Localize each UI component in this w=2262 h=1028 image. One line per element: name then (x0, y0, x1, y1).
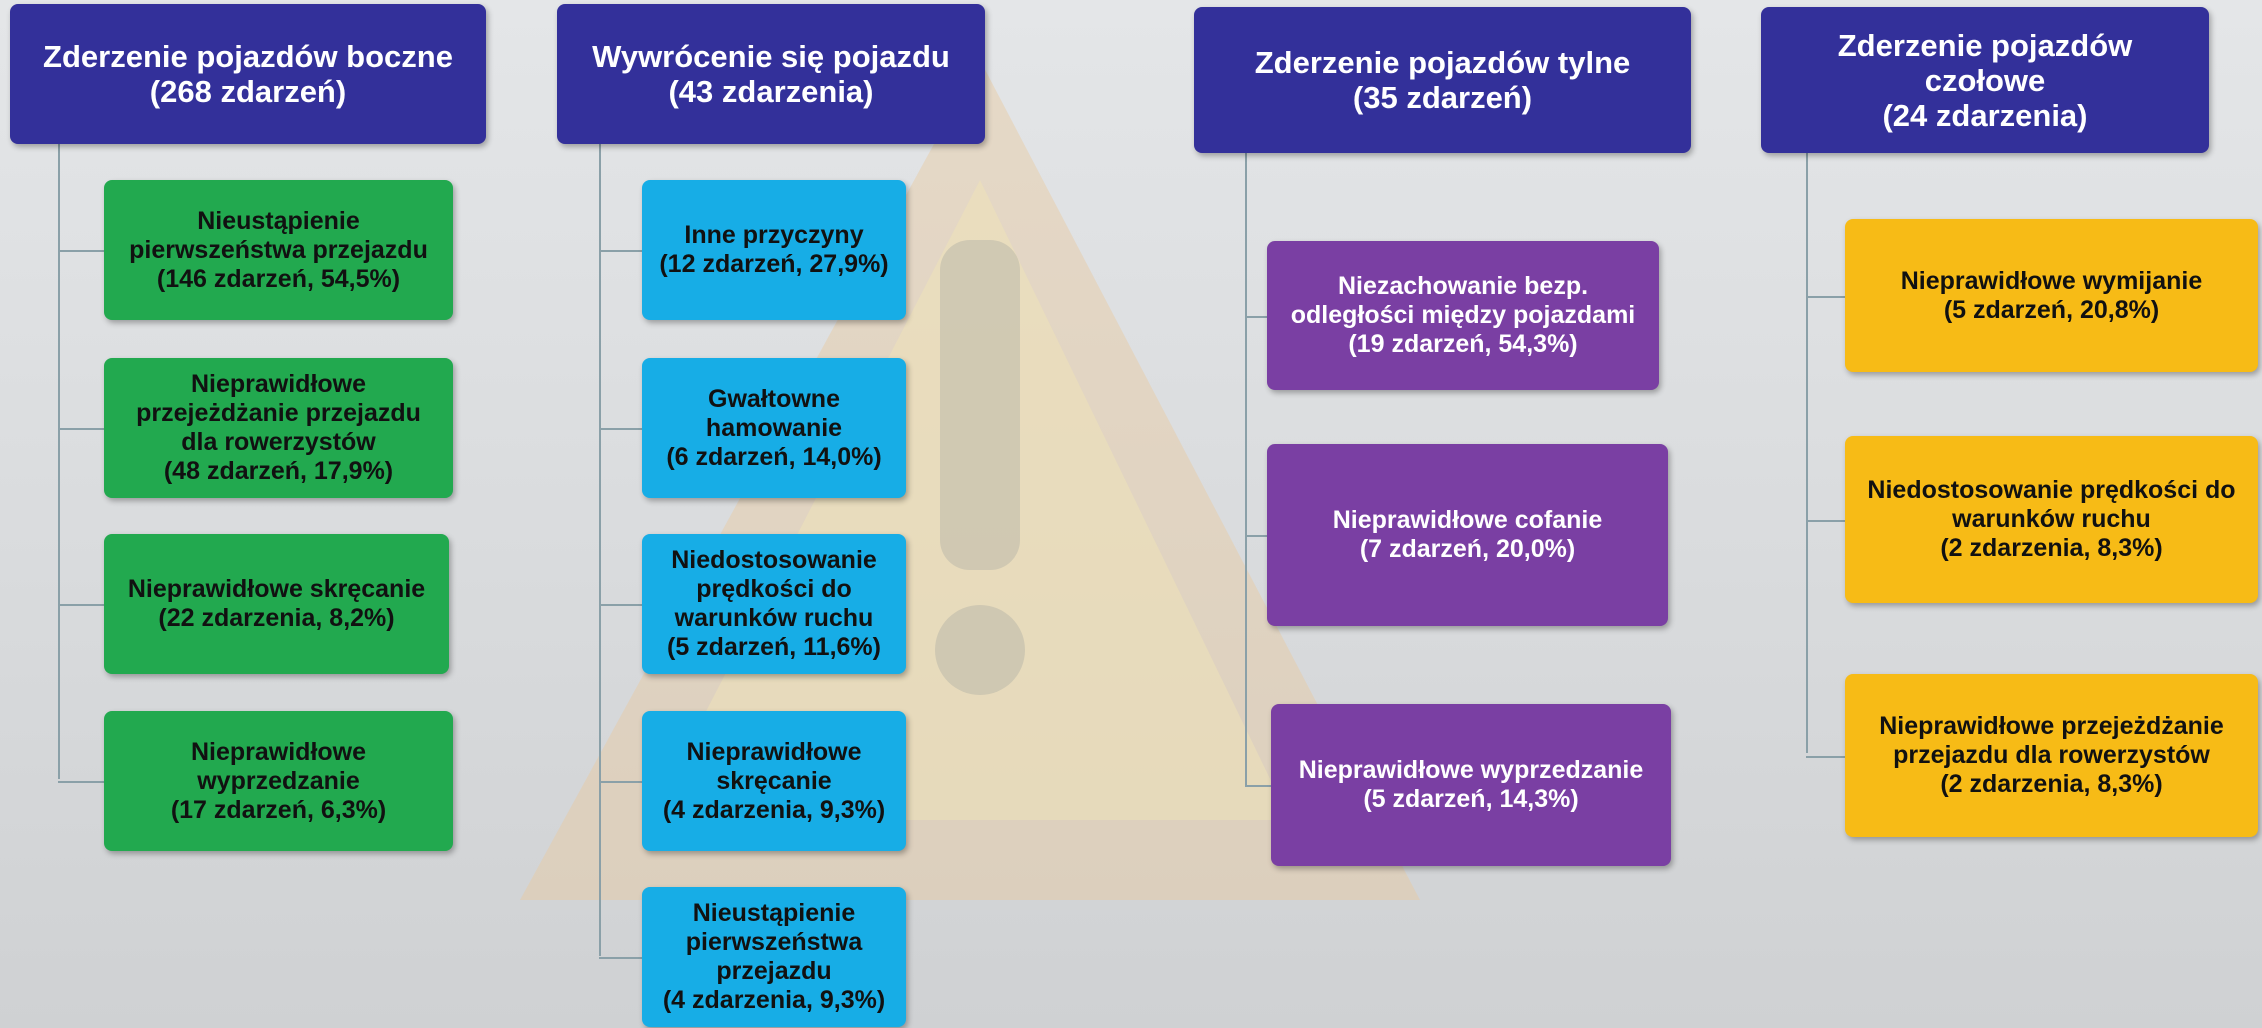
cause-box: Niezachowanie bezp.odległości między poj… (1267, 241, 1659, 390)
diagram: Zderzenie pojazdów boczne(268 zdarzeń) Ni… (0, 0, 2262, 1028)
cause-box: Nieprawidłowe cofanie(7 zdarzeń, 20,0%) (1267, 444, 1668, 626)
text-line: przejeżdżanie przejazdu (136, 399, 421, 428)
text-line: Wywrócenie się pojazdu (592, 39, 950, 74)
text-line: (268 zdarzeń) (150, 74, 346, 109)
text-line: Nieprawidłowe wymijanie (1901, 267, 2202, 296)
text-line: (5 zdarzeń, 11,6%) (667, 633, 881, 662)
text-line: (22 zdarzenia, 8,2%) (158, 604, 394, 633)
text-line: (4 zdarzenia, 9,3%) (663, 986, 885, 1015)
connector-horizontal (1245, 535, 1267, 537)
text-line: (6 zdarzeń, 14,0%) (666, 443, 881, 472)
text-line: hamowanie (706, 414, 842, 443)
text-line: Gwałtowne (708, 385, 840, 414)
category-header: Wywrócenie się pojazdu(43 zdarzenia) (557, 4, 985, 144)
connector-horizontal (1806, 520, 1845, 522)
text-line: wyprzedzanie (197, 767, 360, 796)
text-line: przejazdu (716, 957, 831, 986)
text-line: Nieprawidłowe przejeżdżanie (1879, 712, 2224, 741)
text-line: (17 zdarzeń, 6,3%) (171, 796, 386, 825)
text-line: warunków ruchu (1952, 505, 2151, 534)
text-line: Nieprawidłowe wyprzedzanie (1299, 756, 1644, 785)
connector-horizontal (58, 781, 104, 783)
text-line: warunków ruchu (675, 604, 874, 633)
text-line: (24 zdarzenia) (1882, 98, 2087, 133)
text-line: Nieprawidłowe skręcanie (128, 575, 425, 604)
text-line: Niezachowanie bezp. (1338, 272, 1588, 301)
connector-horizontal (58, 604, 104, 606)
connector-horizontal (1806, 756, 1845, 758)
cause-box: Inne przyczyny(12 zdarzeń, 27,9%) (642, 180, 906, 320)
text-line: (48 zdarzeń, 17,9%) (164, 457, 393, 486)
text-line: Zderzenie pojazdów boczne (43, 39, 453, 74)
cause-box: Nieprawidłowe wymijanie(5 zdarzeń, 20,8%… (1845, 219, 2258, 372)
text-line: Nieprawidłowe (191, 370, 366, 399)
text-line: pierwszeństwa (686, 928, 862, 957)
connector-horizontal (599, 604, 642, 606)
text-line: Nieustąpienie (693, 899, 856, 928)
text-line: Nieprawidłowe cofanie (1333, 506, 1603, 535)
text-line: Zderzenie pojazdów tylne (1255, 45, 1631, 80)
text-line: Nieprawidłowe (191, 738, 366, 767)
text-line: (5 zdarzeń, 14,3%) (1363, 785, 1578, 814)
text-line: skręcanie (716, 767, 831, 796)
text-line: (5 zdarzeń, 20,8%) (1944, 296, 2159, 325)
cause-box: Nieprawidłowe wyprzedzanie(5 zdarzeń, 14… (1271, 704, 1671, 866)
connector-horizontal (599, 781, 642, 783)
text-line: (12 zdarzeń, 27,9%) (659, 250, 888, 279)
connector-vertical (599, 144, 601, 956)
text-line: Niedostosowanie prędkości do (1867, 476, 2235, 505)
text-line: Nieprawidłowe (686, 738, 861, 767)
text-line: prędkości do (696, 575, 852, 604)
connector-horizontal (599, 428, 642, 430)
text-line: Zderzenie pojazdów (1838, 28, 2133, 63)
text-line: pierwszeństwa przejazdu (129, 236, 428, 265)
connector-horizontal (599, 250, 642, 252)
category-header: Zderzenie pojazdów tylne(35 zdarzeń) (1194, 7, 1691, 153)
text-line: (2 zdarzenia, 8,3%) (1940, 534, 2162, 563)
text-line: (35 zdarzeń) (1353, 80, 1532, 115)
connector-horizontal (1245, 316, 1267, 318)
text-line: dla rowerzystów (181, 428, 376, 457)
text-line: (7 zdarzeń, 20,0%) (1360, 535, 1575, 564)
connector-vertical (1245, 153, 1247, 786)
connector-horizontal (599, 957, 642, 959)
text-line: Nieustąpienie (197, 207, 360, 236)
cause-box: Nieprawidłowe skręcanie(22 zdarzenia, 8,… (104, 534, 449, 674)
text-line: (2 zdarzenia, 8,3%) (1940, 770, 2162, 799)
connector-horizontal (1245, 785, 1271, 787)
text-line: (146 zdarzeń, 54,5%) (157, 265, 400, 294)
text-line: (19 zdarzeń, 54,3%) (1348, 330, 1577, 359)
text-line: Niedostosowanie (671, 546, 877, 575)
connector-vertical (58, 144, 60, 779)
text-line: czołowe (1925, 63, 2046, 98)
category-header: Zderzenie pojazdów boczne(268 zdarzeń) (10, 4, 486, 144)
connector-horizontal (58, 250, 104, 252)
connector-horizontal (58, 428, 104, 430)
text-line: odległości między pojazdami (1291, 301, 1636, 330)
connector-horizontal (1806, 296, 1845, 298)
text-line: Inne przyczyny (684, 221, 863, 250)
connector-vertical (1806, 153, 1808, 753)
text-line: przejazdu dla rowerzystów (1893, 741, 2210, 770)
text-line: (4 zdarzenia, 9,3%) (663, 796, 885, 825)
text-line: (43 zdarzenia) (668, 74, 873, 109)
